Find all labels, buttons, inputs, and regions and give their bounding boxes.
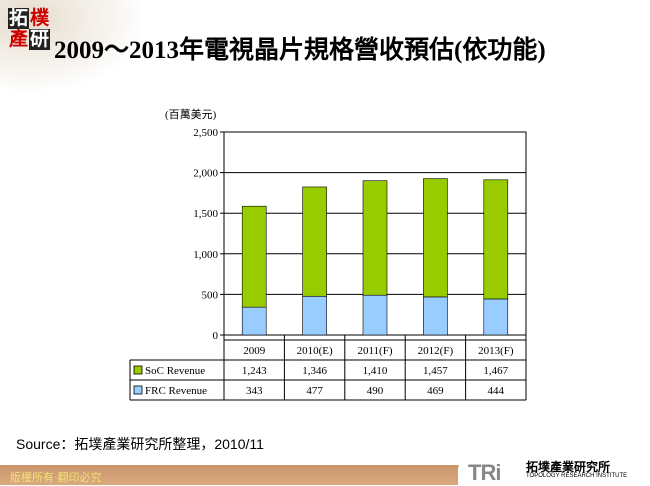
- bar-frc-revenue: [362, 294, 388, 336]
- y-unit-label: (百萬美元): [165, 108, 217, 121]
- y-tick-label: 0: [213, 330, 219, 342]
- logo: 拓樸產研: [8, 8, 50, 54]
- data-table-value: 343: [246, 385, 263, 397]
- bar-frc-revenue: [483, 298, 509, 336]
- legend-label: FRC Revenue: [145, 385, 207, 397]
- legend-label: SoC Revenue: [145, 365, 205, 377]
- org-name-en: TOPOLOGY RESEARCH INSTITUTE: [526, 473, 628, 479]
- copyright-text: 版權所有‧翻印必究: [10, 471, 102, 484]
- org-logo: TRi 拓墣產業研究所 TOPOLOGY RESEARCH INSTITUTE: [458, 456, 650, 485]
- bar-soc-revenue: [423, 178, 448, 298]
- x-category-label: 2013(F): [478, 345, 514, 357]
- x-category-label: 2012(F): [418, 345, 454, 357]
- logo-char: 樸: [29, 7, 49, 29]
- logo-char: 產: [8, 28, 28, 50]
- legend-swatch: [133, 385, 143, 395]
- data-table-value: 444: [488, 385, 505, 397]
- y-tick-label: 500: [202, 289, 219, 301]
- data-table-value: 477: [306, 385, 323, 397]
- bar-soc-revenue: [483, 179, 509, 300]
- logo-char: 研: [29, 28, 50, 50]
- source-note: Source：拓墣產業研究所整理，2010/11: [16, 436, 264, 452]
- x-category-label: 2009: [243, 345, 266, 357]
- data-table-value: 1,410: [363, 365, 388, 377]
- data-table-value: 1,346: [302, 365, 327, 377]
- y-tick-label: 1,000: [193, 249, 218, 261]
- legend-swatch: [133, 365, 143, 375]
- data-table-value: 1,243: [242, 365, 267, 377]
- logo-char: 拓: [8, 7, 29, 29]
- data-table-value: 490: [367, 385, 384, 397]
- tri-mark: TRi: [468, 460, 501, 485]
- bar-soc-revenue: [241, 205, 267, 308]
- bar-frc-revenue: [241, 306, 267, 336]
- x-category-label: 2010(E): [297, 345, 333, 357]
- data-table-value: 1,467: [483, 365, 508, 377]
- bar-frc-revenue: [423, 296, 448, 336]
- bar-soc-revenue: [362, 180, 388, 296]
- y-tick-label: 2,000: [193, 168, 218, 180]
- data-table-value: 1,457: [423, 365, 448, 377]
- x-category-label: 2011(F): [357, 345, 392, 357]
- y-tick-label: 2,500: [193, 127, 218, 139]
- data-table-value: 469: [427, 385, 444, 397]
- y-tick-label: 1,500: [193, 208, 218, 220]
- bar-frc-revenue: [302, 295, 327, 336]
- org-name-cn: 拓墣產業研究所: [526, 460, 611, 474]
- page-title: 2009～2013年電視晶片規格營收預估(依功能): [54, 37, 546, 64]
- bar-soc-revenue: [302, 186, 327, 297]
